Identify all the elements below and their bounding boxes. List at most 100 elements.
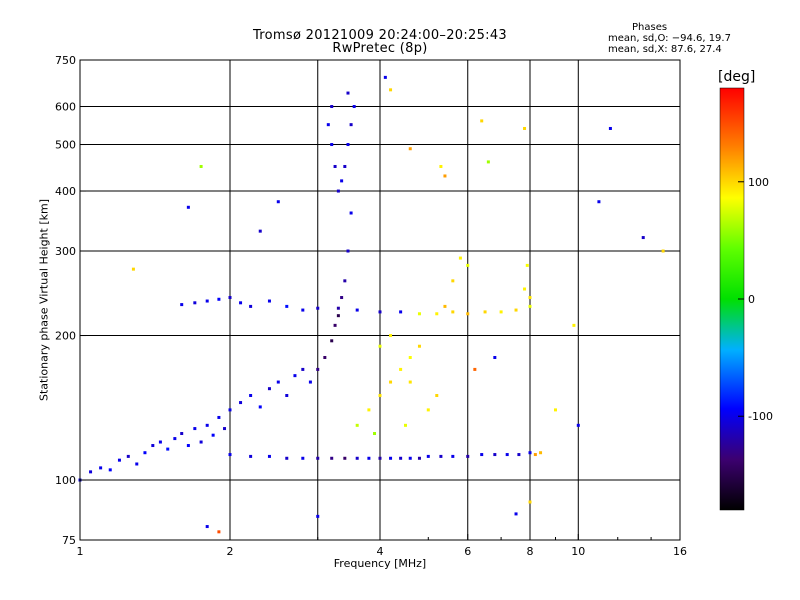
data-points (78, 75, 665, 534)
data-point (352, 105, 356, 109)
data-point (499, 310, 503, 314)
data-point (346, 143, 350, 147)
data-point (333, 164, 337, 168)
data-point (480, 453, 484, 457)
x-tick-label: 10 (571, 545, 585, 558)
data-point (514, 308, 518, 312)
data-point (399, 456, 403, 460)
data-point (117, 458, 121, 462)
data-point (166, 447, 170, 451)
data-point (323, 355, 327, 359)
data-point (576, 423, 580, 427)
data-point (205, 423, 209, 427)
data-point (340, 179, 344, 183)
data-point (293, 374, 297, 378)
data-point (399, 367, 403, 371)
data-point (528, 304, 532, 308)
data-point (340, 296, 344, 300)
data-point (528, 451, 532, 455)
data-point (439, 454, 443, 458)
y-tick-label: 500 (55, 139, 76, 152)
data-point (389, 456, 393, 460)
y-tick-label: 75 (62, 534, 76, 547)
data-point (355, 308, 359, 312)
data-point (389, 88, 393, 92)
data-point (408, 147, 412, 151)
data-point (355, 423, 359, 427)
data-point (373, 432, 377, 436)
data-point (316, 514, 320, 518)
x-tick-label: 4 (377, 545, 384, 558)
data-point (480, 119, 484, 123)
data-point (173, 437, 177, 441)
data-point (378, 344, 382, 348)
data-point (517, 453, 521, 457)
data-point (326, 123, 330, 127)
data-point (258, 405, 262, 409)
data-point (435, 312, 439, 316)
data-point (199, 164, 203, 168)
colorbar-tick-label: -100 (748, 410, 773, 423)
data-point (267, 387, 271, 391)
data-point (180, 303, 184, 307)
data-point (301, 308, 305, 312)
colorbar-tick-label: 100 (748, 176, 769, 189)
stats-heading: Phases (632, 22, 668, 33)
data-point (466, 454, 470, 458)
data-point (285, 394, 289, 398)
data-point (316, 367, 320, 371)
data-point (301, 367, 305, 371)
data-point (486, 160, 490, 164)
data-point (367, 408, 371, 412)
data-point (239, 301, 243, 305)
y-tick-label: 400 (55, 185, 76, 198)
data-point (349, 211, 353, 215)
data-point (399, 310, 403, 314)
data-point (458, 256, 462, 260)
x-tick-label: 1 (77, 545, 84, 558)
data-point (443, 174, 447, 178)
data-point (528, 296, 532, 300)
data-point (451, 454, 455, 458)
y-tick-label: 200 (55, 330, 76, 343)
data-point (514, 512, 518, 516)
data-point (355, 456, 359, 460)
y-tick-label: 600 (55, 101, 76, 114)
grid-lines (80, 60, 680, 540)
data-point (217, 297, 221, 301)
data-point (228, 453, 232, 457)
data-point (367, 456, 371, 460)
data-point (349, 123, 353, 127)
data-point (389, 380, 393, 384)
x-axis-label: Frequency [MHz] (333, 557, 427, 570)
data-point (378, 394, 382, 398)
data-point (276, 200, 280, 204)
data-point (523, 287, 527, 291)
data-point (199, 440, 203, 444)
data-point (108, 468, 112, 472)
data-point (249, 304, 253, 308)
data-point (408, 456, 412, 460)
data-point (346, 91, 350, 95)
data-point (99, 466, 103, 470)
data-point (641, 236, 645, 240)
data-point (533, 453, 537, 457)
stats-x-mode: mean, sd,X: 87.6, 27.4 (608, 44, 722, 55)
data-point (143, 451, 147, 455)
data-point (523, 126, 527, 130)
data-point (267, 299, 271, 303)
colorbar-unit-label: [deg] (718, 69, 756, 85)
colorbar-tick-label: 0 (748, 293, 755, 306)
data-point (131, 267, 135, 271)
data-point (608, 126, 612, 130)
data-point (301, 456, 305, 460)
data-point (408, 355, 412, 359)
y-tick-label: 100 (55, 474, 76, 487)
data-point (285, 456, 289, 460)
x-tick-label: 2 (227, 545, 234, 558)
data-point (525, 263, 529, 267)
data-point (473, 367, 477, 371)
data-point (180, 432, 184, 436)
data-point (193, 301, 197, 305)
